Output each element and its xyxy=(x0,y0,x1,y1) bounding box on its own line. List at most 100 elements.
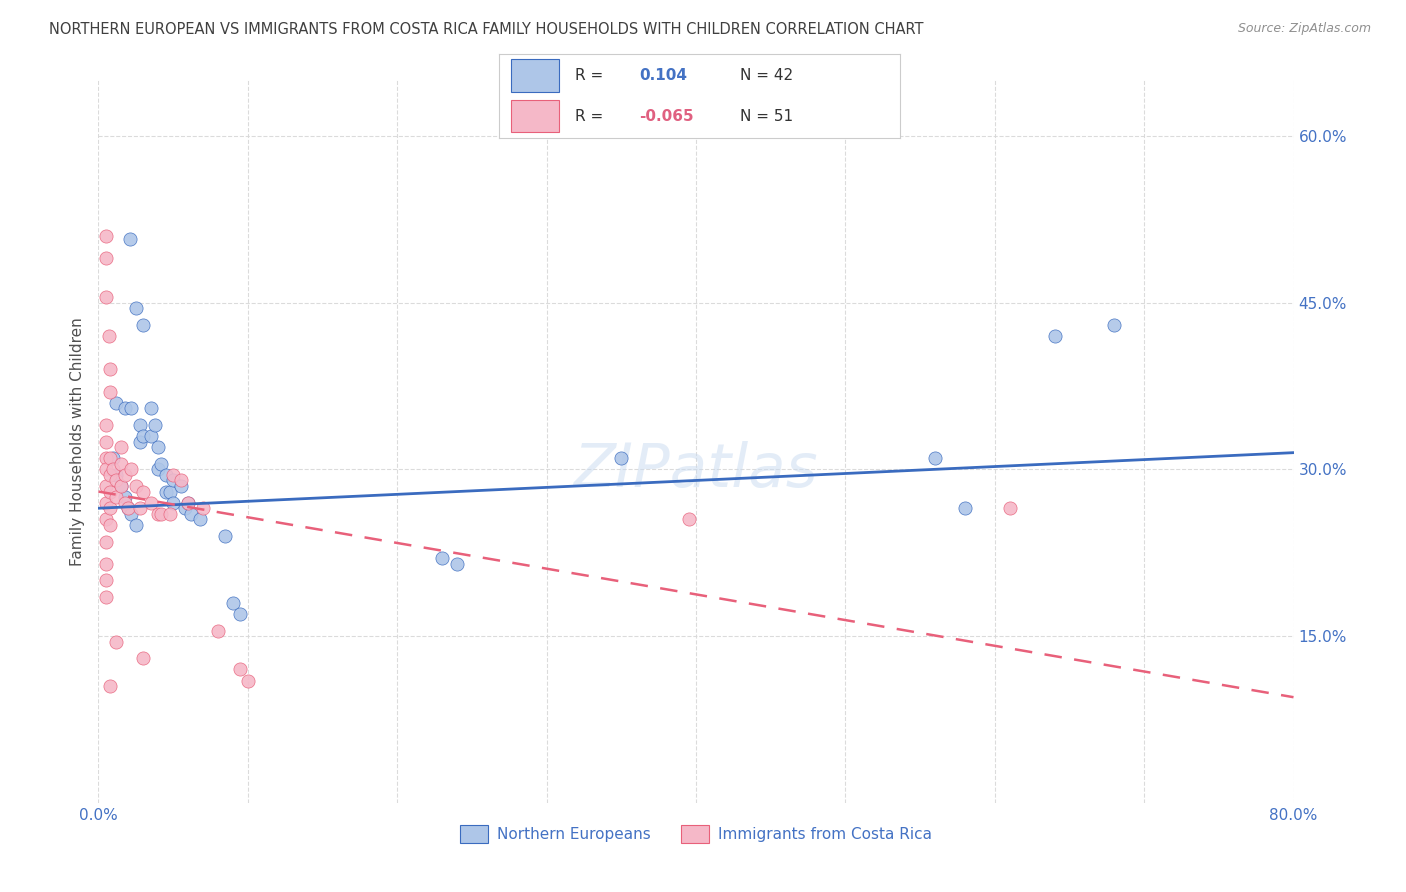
Point xyxy=(129,417,152,432)
Point xyxy=(953,501,976,516)
Point xyxy=(143,417,166,432)
Point xyxy=(110,479,132,493)
Point xyxy=(174,501,197,516)
FancyBboxPatch shape xyxy=(512,100,560,132)
Point xyxy=(94,496,117,510)
Point xyxy=(94,290,117,304)
Point xyxy=(94,228,117,243)
Point xyxy=(94,557,117,571)
Point xyxy=(125,517,148,532)
Point xyxy=(114,496,136,510)
Point xyxy=(139,429,162,443)
Point xyxy=(110,457,132,471)
Point xyxy=(214,529,236,543)
Point xyxy=(105,490,128,504)
Point xyxy=(188,512,211,526)
Text: NORTHERN EUROPEAN VS IMMIGRANTS FROM COSTA RICA FAMILY HOUSEHOLDS WITH CHILDREN : NORTHERN EUROPEAN VS IMMIGRANTS FROM COS… xyxy=(49,22,924,37)
Point xyxy=(162,496,184,510)
Text: 0.104: 0.104 xyxy=(640,68,688,83)
Point xyxy=(120,507,142,521)
Point xyxy=(94,574,117,588)
Point xyxy=(94,590,117,604)
Point xyxy=(678,512,700,526)
Point xyxy=(1043,329,1066,343)
Point xyxy=(139,401,162,416)
Point xyxy=(94,434,117,449)
Point xyxy=(207,624,229,638)
Point xyxy=(120,401,142,416)
Point xyxy=(610,451,633,466)
Point xyxy=(105,474,128,488)
Point xyxy=(162,467,184,482)
Point xyxy=(114,401,136,416)
Point xyxy=(430,551,453,566)
Point xyxy=(229,662,252,676)
Point xyxy=(191,501,214,516)
Text: Source: ZipAtlas.com: Source: ZipAtlas.com xyxy=(1237,22,1371,36)
Point xyxy=(924,451,946,466)
Point xyxy=(97,329,120,343)
Point xyxy=(117,501,139,516)
Point xyxy=(177,496,200,510)
Point xyxy=(229,607,252,621)
Point xyxy=(132,651,155,665)
Text: N = 51: N = 51 xyxy=(740,109,793,124)
Point xyxy=(150,457,173,471)
Point xyxy=(148,440,170,454)
Point xyxy=(129,434,152,449)
Point xyxy=(105,634,128,648)
Point xyxy=(169,474,191,488)
Point xyxy=(98,451,122,466)
Point xyxy=(148,462,170,476)
Point xyxy=(98,484,122,499)
Text: -0.065: -0.065 xyxy=(640,109,695,124)
Point xyxy=(94,512,117,526)
Text: R =: R = xyxy=(575,109,603,124)
Text: ZIPatlas: ZIPatlas xyxy=(574,441,818,500)
Point xyxy=(98,467,122,482)
Point xyxy=(98,384,122,399)
Point xyxy=(148,507,170,521)
Point xyxy=(180,507,202,521)
Point xyxy=(132,429,155,443)
Point xyxy=(139,496,162,510)
Point xyxy=(125,479,148,493)
Point xyxy=(103,462,125,476)
Point xyxy=(169,479,191,493)
Point xyxy=(236,673,259,688)
Point xyxy=(132,484,155,499)
Point xyxy=(114,490,136,504)
Point xyxy=(446,557,468,571)
Point xyxy=(94,479,117,493)
Y-axis label: Family Households with Children: Family Households with Children xyxy=(69,318,84,566)
Text: N = 42: N = 42 xyxy=(740,68,793,83)
Point xyxy=(132,318,155,332)
Point xyxy=(222,596,245,610)
Point xyxy=(120,462,142,476)
Point xyxy=(162,474,184,488)
Point xyxy=(177,496,200,510)
Point xyxy=(998,501,1021,516)
Point xyxy=(118,232,141,246)
Point xyxy=(159,507,181,521)
Point xyxy=(94,534,117,549)
Point xyxy=(129,501,152,516)
Point xyxy=(159,484,181,499)
Point xyxy=(94,462,117,476)
Point xyxy=(114,467,136,482)
Point xyxy=(150,507,173,521)
Point xyxy=(125,301,148,315)
FancyBboxPatch shape xyxy=(512,60,560,92)
Point xyxy=(105,395,128,409)
Point xyxy=(94,417,117,432)
Point xyxy=(103,451,125,466)
Legend: Northern Europeans, Immigrants from Costa Rica: Northern Europeans, Immigrants from Cost… xyxy=(454,819,938,849)
Point xyxy=(94,451,117,466)
Point xyxy=(117,501,139,516)
Point xyxy=(98,517,122,532)
Point xyxy=(98,501,122,516)
Point xyxy=(98,362,122,376)
Point xyxy=(110,479,132,493)
Point xyxy=(155,467,177,482)
Point xyxy=(105,467,128,482)
